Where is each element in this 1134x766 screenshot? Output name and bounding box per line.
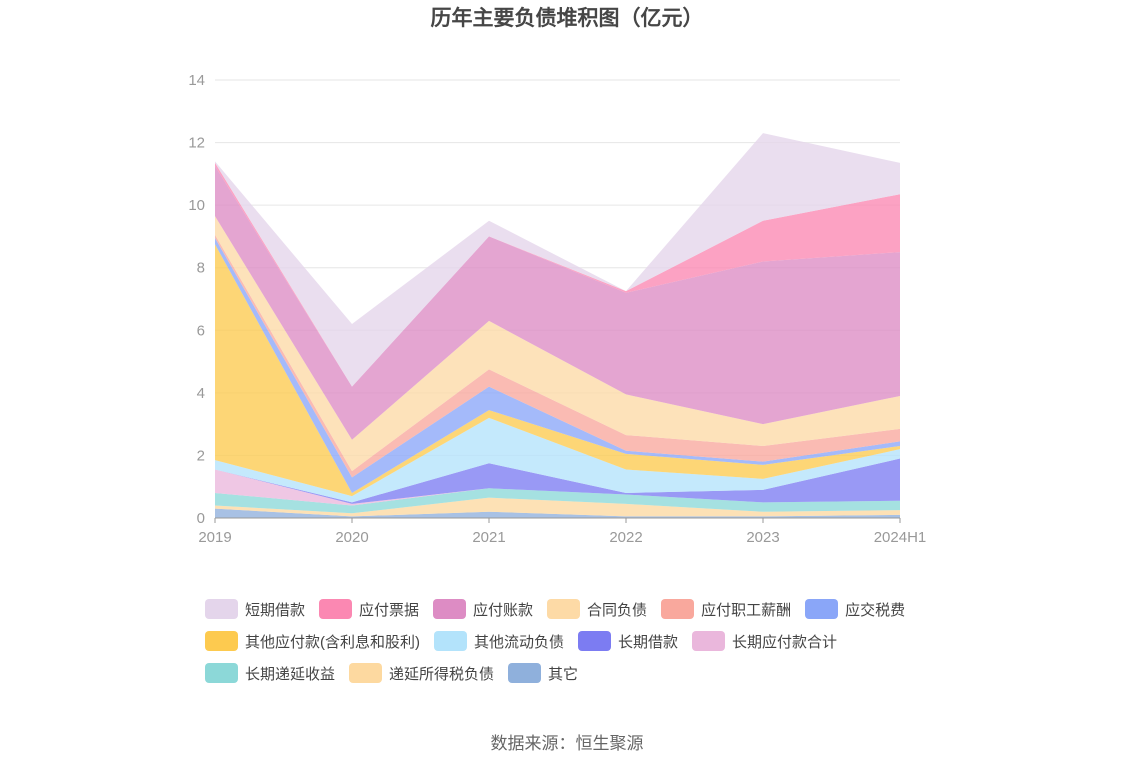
legend-swatch	[349, 663, 383, 683]
x-tick-label: 2021	[472, 529, 505, 546]
y-tick-label: 6	[197, 322, 205, 339]
y-tick-label: 14	[188, 72, 205, 89]
x-tick-label: 2023	[746, 529, 779, 546]
legend-item[interactable]: 长期递延收益	[205, 662, 335, 684]
legend-item[interactable]: 应交税费	[805, 598, 905, 620]
legend-item[interactable]: 递延所得税负债	[349, 662, 494, 684]
area-series-2[interactable]: 长期递延收益	[215, 488, 900, 514]
area-series-12[interactable]: 短期借款	[215, 133, 900, 387]
legend-item[interactable]: 其他流动负债	[434, 630, 564, 652]
x-tick-label: 2020	[335, 529, 368, 546]
area-series-group: 其它递延所得税负债长期递延收益长期应付款合计长期借款其他流动负债其他应付款(含利…	[215, 133, 900, 518]
legend-label: 应交税费	[845, 601, 906, 619]
chart-title: 历年主要负债堆积图（亿元）	[430, 7, 704, 30]
y-tick-label: 12	[188, 135, 205, 152]
legend-swatch	[433, 599, 467, 619]
legend-label: 应付票据	[359, 601, 420, 619]
legend-label: 合同负债	[587, 601, 648, 619]
legend-swatch	[692, 631, 726, 651]
y-tick-label: 0	[197, 510, 205, 527]
legend-item[interactable]: 短期借款	[205, 598, 305, 620]
legend-swatch	[805, 599, 839, 619]
legend-label: 短期借款	[245, 601, 306, 619]
legend-swatch	[508, 663, 542, 683]
legend-item[interactable]: 应付票据	[319, 598, 419, 620]
legend-item[interactable]: 长期借款	[578, 630, 678, 652]
y-tick-label: 8	[197, 260, 205, 277]
legend-label: 长期借款	[618, 633, 679, 651]
legend-swatch	[205, 631, 238, 651]
legend-label: 长期应付款合计	[732, 633, 838, 651]
area-series-4[interactable]: 长期借款	[215, 458, 900, 504]
legend-swatch	[578, 631, 612, 651]
legend-swatch	[434, 631, 467, 651]
legend-item[interactable]: 应付账款	[433, 598, 533, 620]
legend-item[interactable]: 其他应付款(含利息和股利)	[205, 630, 420, 652]
area-series-6[interactable]: 其他应付款(含利息和股利)	[215, 244, 900, 497]
x-tick-label: 2022	[609, 529, 642, 546]
legend: 短期借款 应付票据 应付账款 合同负债 应付职工薪酬 应交税费其他应付款(含利息和股利) 其…	[205, 598, 965, 684]
x-tick-label: 2024H1	[874, 529, 927, 546]
legend-item[interactable]: 长期应付款合计	[692, 630, 837, 652]
legend-item[interactable]: 应付职工薪酬	[661, 598, 791, 620]
legend-label: 其他流动负债	[474, 633, 565, 651]
legend-label: 其它	[548, 665, 579, 683]
legend-swatch	[205, 663, 238, 683]
area-series-0[interactable]: 其它	[215, 508, 900, 518]
legend-label: 应付账款	[473, 601, 534, 619]
axes: 0 2 4 6 8 10 12 14 2019 2020 2021 2022 2023 2024H1	[188, 72, 926, 546]
legend-item[interactable]: 其它	[508, 662, 578, 684]
legend-label: 长期递延收益	[245, 665, 336, 683]
x-tick-label: 2019	[198, 529, 231, 546]
area-series-5[interactable]: 其他流动负债	[215, 417, 900, 503]
legend-item[interactable]: 合同负债	[547, 598, 647, 620]
stacked-area-chart: 其它递延所得税负债长期递延收益长期应付款合计长期借款其他流动负债其他应付款(含利…	[188, 72, 926, 546]
legend-label: 应付职工薪酬	[701, 601, 792, 619]
legend-swatch	[661, 599, 695, 619]
area-series-10[interactable]: 应付账款	[215, 166, 900, 440]
legend-swatch	[205, 599, 238, 619]
area-series-1[interactable]: 递延所得税负债	[215, 497, 900, 517]
y-tick-label: 10	[188, 197, 205, 214]
data-source: 数据来源：恒生聚源	[490, 734, 644, 753]
legend-swatch	[547, 599, 581, 619]
legend-swatch	[319, 599, 353, 619]
y-tick-label: 2	[197, 447, 205, 464]
legend-label: 递延所得税负债	[389, 665, 495, 683]
y-tick-label: 4	[197, 385, 205, 402]
legend-label: 其他应付款(含利息和股利)	[245, 633, 420, 651]
